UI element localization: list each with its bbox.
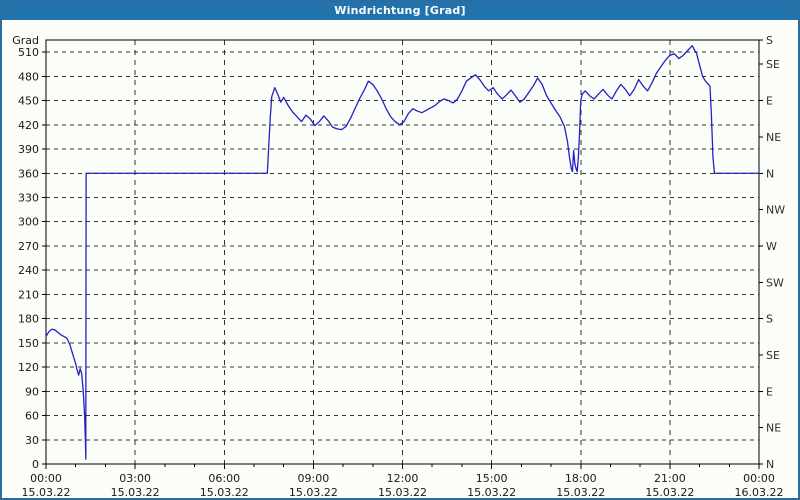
y-tick-label: 480 <box>18 70 39 83</box>
y2-tick-label: SW <box>766 276 784 289</box>
y-tick-label: 90 <box>25 385 39 398</box>
y-tick-label: 450 <box>18 95 39 108</box>
y-tick-label: 330 <box>18 191 39 204</box>
x-tick-label-time: 12:00 <box>387 472 419 485</box>
x-tick-label-date: 15.03.22 <box>22 486 71 498</box>
x-tick-label-time: 18:00 <box>565 472 597 485</box>
y2-tick-label: NE <box>766 131 781 144</box>
grid-lines <box>46 40 759 464</box>
y2-tick-label: SE <box>766 349 780 362</box>
y2-tick-label: E <box>766 385 773 398</box>
y-tick-label: 390 <box>18 143 39 156</box>
y-axis-unit-label: Grad <box>12 34 39 47</box>
axis-labels: Grad <box>12 34 39 47</box>
y-tick-label: 150 <box>18 337 39 350</box>
plot-frame <box>45 39 760 465</box>
y2-tick-label: NW <box>766 204 785 217</box>
series-line <box>45 44 760 460</box>
y-tick-label: 60 <box>25 410 39 423</box>
x-tick-label-time: 09:00 <box>298 472 330 485</box>
x-axis-ticks: 00:0015.03.2203:0015.03.2206:0015.03.220… <box>22 464 784 498</box>
x-tick-label-time: 03:00 <box>119 472 151 485</box>
y2-tick-label: N <box>766 167 774 180</box>
x-tick-label-time: 21:00 <box>654 472 686 485</box>
y-axis-ticks: 0 30 60 90 120 150 180 210 240 270 300 330 360 390 420… <box>18 46 46 471</box>
y-tick-label: 30 <box>25 434 39 447</box>
y2-tick-label: S <box>766 34 773 47</box>
x-tick-label-date: 15.03.22 <box>556 486 605 498</box>
plot-border <box>45 39 760 465</box>
data-series <box>45 44 760 460</box>
x-tick-label-time: 00:00 <box>30 472 62 485</box>
y-tick-label: 270 <box>18 240 39 253</box>
window-title: Windrichtung [Grad] <box>334 4 466 17</box>
y-tick-label: 120 <box>18 361 39 374</box>
y2-tick-label: NE <box>766 422 781 435</box>
y-tick-label: 420 <box>18 119 39 132</box>
y-tick-label: 240 <box>18 264 39 277</box>
y2-tick-label: SE <box>766 58 780 71</box>
y-tick-label: 510 <box>18 46 39 59</box>
y2-tick-label: E <box>766 95 773 108</box>
y2-tick-label: N <box>766 458 774 471</box>
chart-canvas: 0 30 60 90 120 150 180 210 240 270 300 330 360 390 420… <box>2 20 798 498</box>
y-tick-label: 0 <box>32 458 39 471</box>
y-tick-label: 360 <box>18 167 39 180</box>
window-title-bar: Windrichtung [Grad] <box>2 2 798 20</box>
y2-tick-label: W <box>766 240 777 253</box>
wind-direction-line-chart: 0 30 60 90 120 150 180 210 240 270 300 330 360 390 420… <box>12 34 785 498</box>
y2-axis-ticks: N NE E SE S SW W NW N NE E SE S <box>759 34 785 471</box>
x-tick-label-date: 15.03.22 <box>111 486 160 498</box>
x-tick-label-date: 16.03.22 <box>735 486 784 498</box>
x-tick-label-date: 15.03.22 <box>467 486 516 498</box>
x-tick-label-date: 15.03.22 <box>200 486 249 498</box>
x-tick-label-date: 15.03.22 <box>378 486 427 498</box>
y-tick-label: 180 <box>18 313 39 326</box>
x-tick-label-time: 06:00 <box>208 472 240 485</box>
y-tick-label: 210 <box>18 288 39 301</box>
x-tick-label-time: 15:00 <box>476 472 508 485</box>
y-tick-label: 300 <box>18 216 39 229</box>
x-tick-label-date: 15.03.22 <box>289 486 338 498</box>
x-tick-label-date: 15.03.22 <box>645 486 694 498</box>
y2-tick-label: S <box>766 313 773 326</box>
x-tick-label-time: 00:00 <box>743 472 775 485</box>
